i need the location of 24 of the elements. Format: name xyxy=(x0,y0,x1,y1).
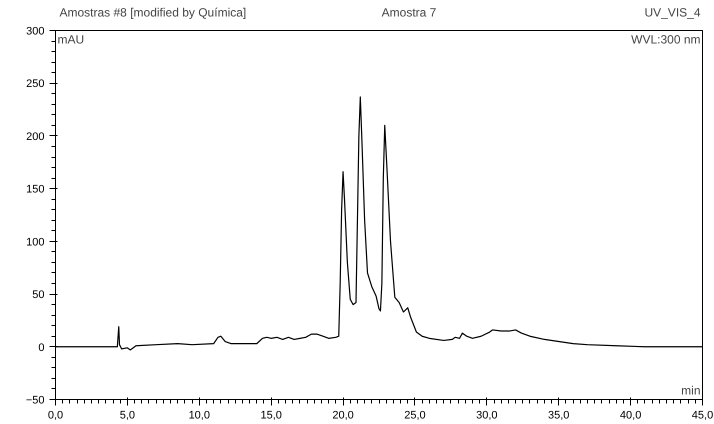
x-tick-label: 10,0 xyxy=(188,410,210,422)
x-tick-label: 15,0 xyxy=(260,410,282,422)
x-tick-label: 35,0 xyxy=(548,410,570,422)
y-tick-label: 150 xyxy=(26,184,45,196)
x-axis-title: min xyxy=(681,384,701,398)
chart-title: Amostra 7 xyxy=(382,6,437,20)
x-tick-label: 40,0 xyxy=(620,410,642,422)
y-tick-label: 50 xyxy=(32,289,45,302)
y-tick-label: 100 xyxy=(26,236,45,248)
x-tick-label: 20,0 xyxy=(332,410,354,422)
x-tick-label: 30,0 xyxy=(476,410,498,422)
x-tick-label: 45,0 xyxy=(692,410,714,422)
x-tick-label: 0,0 xyxy=(48,410,64,422)
y-tick-label: 0 xyxy=(38,342,45,354)
text: UV_VIS_4 xyxy=(644,6,701,20)
x-tick-label: 5,0 xyxy=(120,410,136,422)
y-tick-label: −50 xyxy=(26,394,45,406)
text: Amostras #8 [modified by Química] xyxy=(60,6,246,20)
y-tick-label: 250 xyxy=(26,78,45,90)
y-tick-label: 300 xyxy=(26,26,45,38)
annotation: WVL:300 nm xyxy=(631,32,701,46)
y-tick-label: 200 xyxy=(26,130,45,143)
y-axis-title: mAU xyxy=(58,32,84,46)
x-tick-label: 25,0 xyxy=(404,410,426,422)
